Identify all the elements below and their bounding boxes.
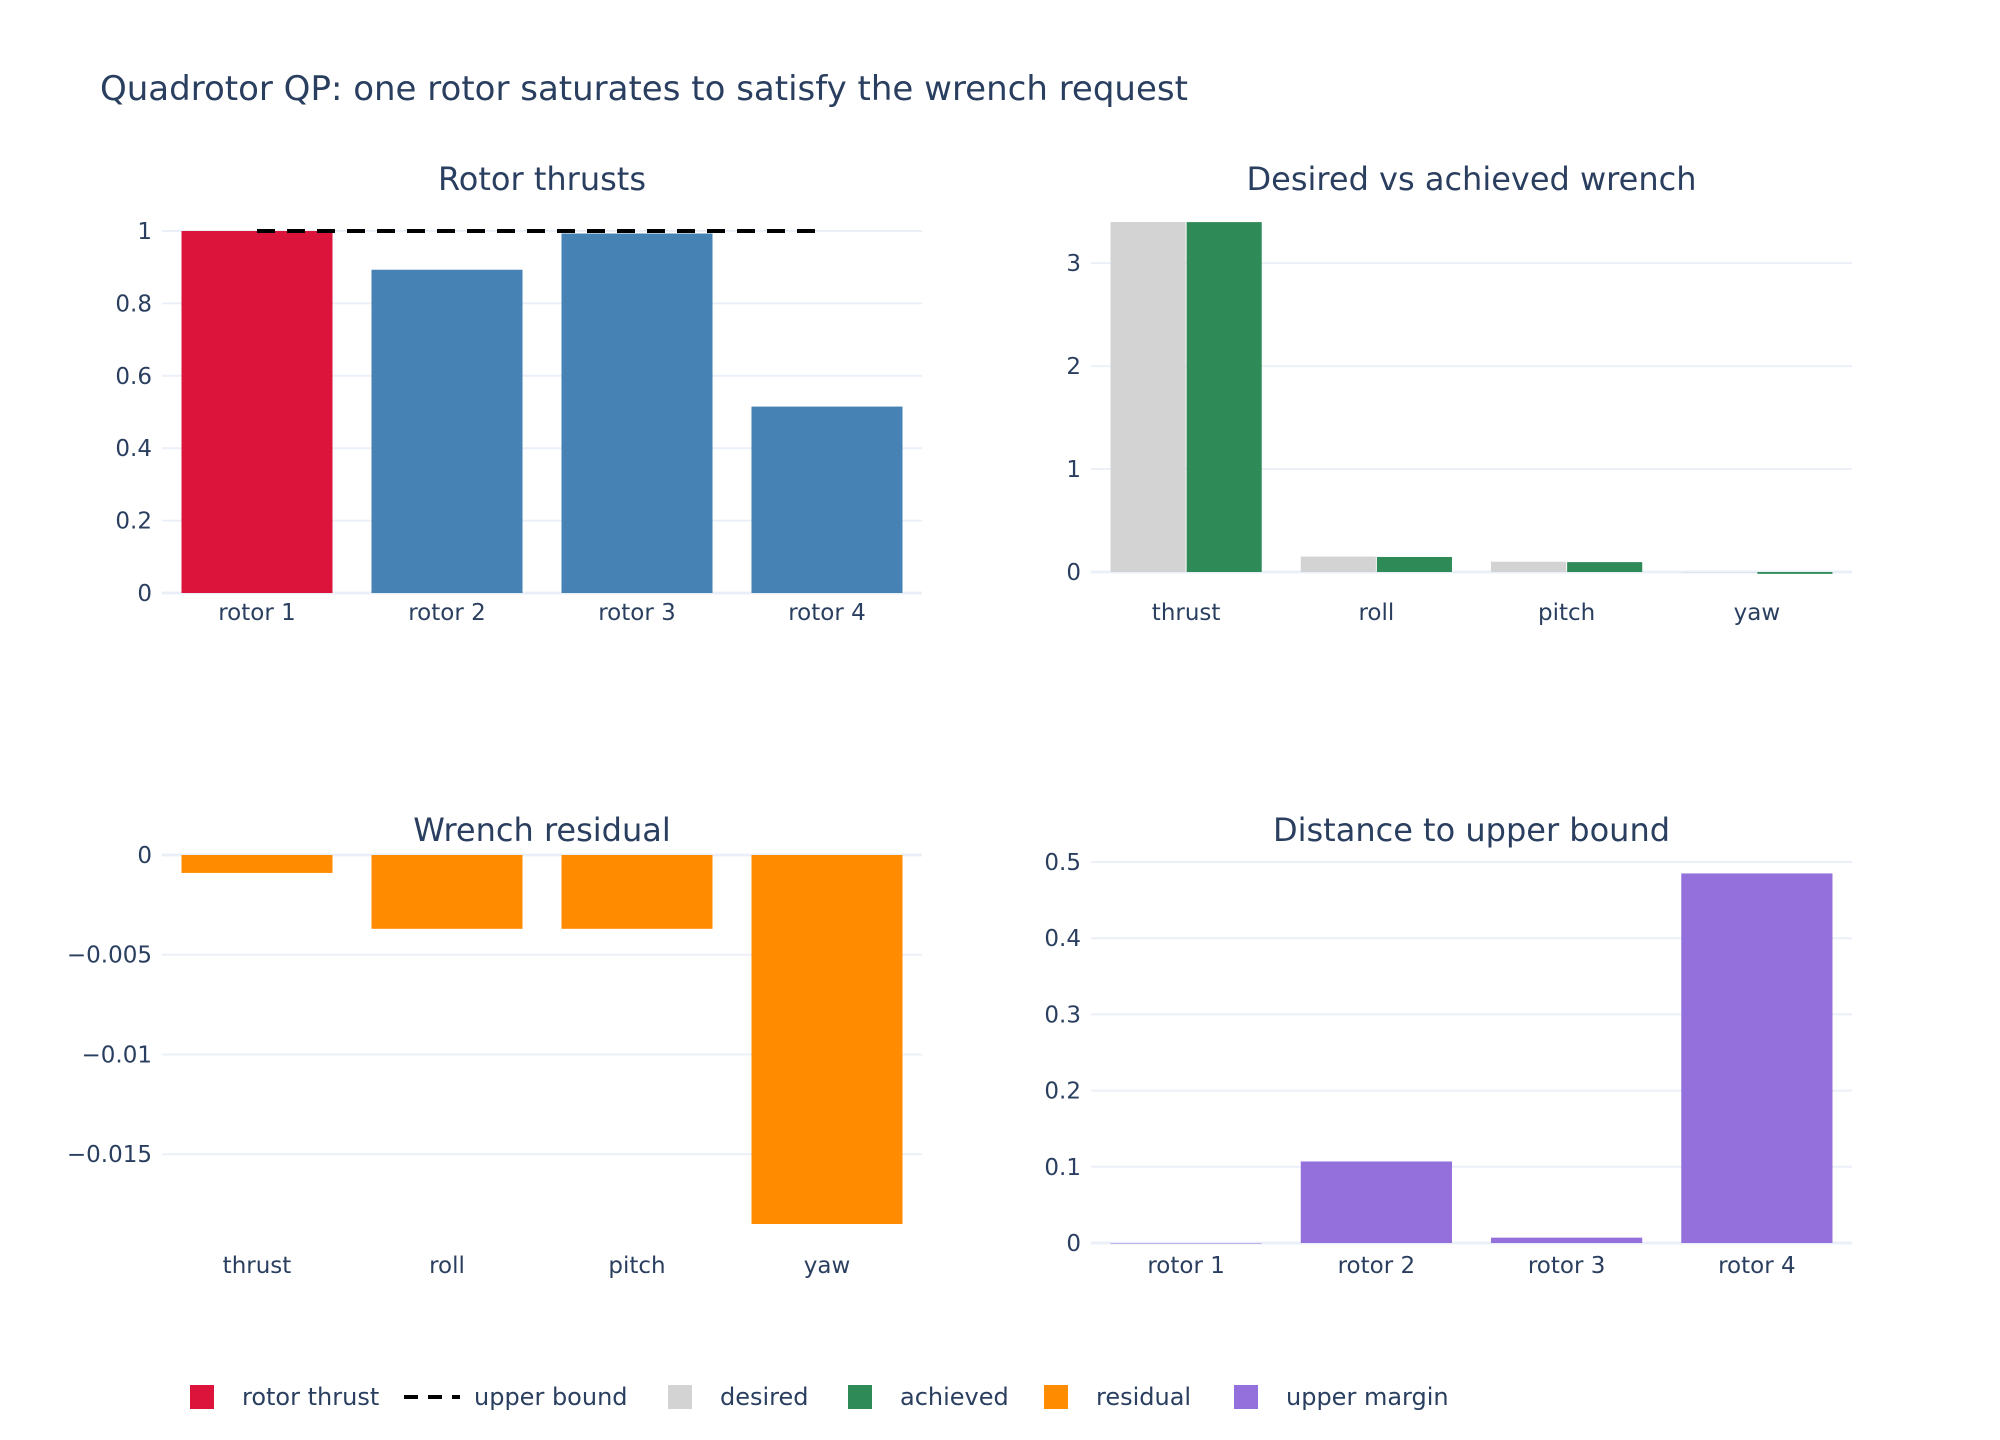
bar-upper-margin-rotor-2 [1300,1161,1452,1243]
y-tick-label: 0.4 [115,436,152,462]
legend-swatch [1234,1385,1258,1409]
x-tick-label: rotor 1 [1147,1253,1225,1279]
y-tick-label: 0 [1066,1231,1081,1257]
bar-residual-yaw [751,855,903,1224]
legend-label: achieved [900,1383,1009,1411]
y-tick-label: 0.4 [1044,926,1081,952]
x-tick-label: rotor 2 [408,600,486,626]
legend-label: desired [720,1383,809,1411]
legend-label: upper margin [1286,1383,1449,1411]
legend-item-achieved[interactable]: achieved [848,1383,1009,1411]
chart-title: Quadrotor QP: one rotor saturates to sat… [100,69,1188,109]
subplot-4: Distance to upper bound 0 0.1 0.2 0.3 0.4 0.5 r… [1044,811,1852,1279]
bar-desired-yaw [1681,572,1757,573]
subplot-2: Desired vs achieved wrench 0 1 2 3 thrust roll… [1066,160,1852,626]
y-tick-label: 1 [137,219,152,245]
y-tick-label: 2 [1066,354,1081,380]
x-tick-label: pitch [608,1253,665,1279]
y-tick-label: 0 [1066,560,1081,586]
y-tick-label: 1 [1066,457,1081,483]
x-tick-label: rotor 4 [1718,1253,1796,1279]
y-tick-label: 0.1 [1044,1155,1081,1181]
x-tick-label: roll [1358,600,1394,626]
subplot-grid: Rotor thrusts 0 0.2 0.4 0.6 0.8 1 rotor 1 rotor … [67,160,1852,1279]
y-tick-label: 0.6 [115,364,152,390]
bar-residual-roll [371,855,523,929]
legend-item-residual[interactable]: residual [1044,1383,1191,1411]
bar-rotor-thrust-rotor-4 [751,406,903,593]
x-tick-label: thrust [223,1253,292,1279]
x-tick-label: pitch [1538,600,1595,626]
y-tick-label: 0.5 [1044,850,1081,876]
subplot-title: Wrench residual [413,811,670,849]
subplot-1: Rotor thrusts 0 0.2 0.4 0.6 0.8 1 rotor 1 rotor … [115,160,922,626]
legend-item-upper-bound[interactable]: upper bound [404,1383,628,1411]
legend-swatch [668,1385,692,1409]
legend-item-rotor-thrust[interactable]: rotor thrust [190,1383,379,1411]
bar-residual-pitch [561,855,713,929]
bar-rotor-thrust-rotor-3 [561,233,713,593]
subplot-3: Wrench residual 0 −0.005 −0.01 −0.015 thrust r… [67,811,922,1279]
legend-swatch [848,1385,872,1409]
legend-item-upper-margin[interactable]: upper margin [1234,1383,1449,1411]
x-tick-label: rotor 1 [218,600,296,626]
subplot-title: Desired vs achieved wrench [1247,160,1697,198]
y-tick-label: 0.2 [115,509,152,535]
y-tick-label: 0.2 [1044,1079,1081,1105]
legend-label: upper bound [474,1383,628,1411]
legend-label: rotor thrust [242,1383,379,1411]
legend-swatch [190,1385,214,1409]
bar-achieved-roll [1376,556,1452,572]
y-tick-label: 0.3 [1044,1002,1081,1028]
bar-upper-margin-rotor-1 [1110,1243,1262,1244]
subplot-title: Distance to upper bound [1273,811,1670,849]
y-tick-label: −0.005 [67,943,152,969]
legend-label: residual [1096,1383,1191,1411]
bar-desired-thrust [1110,222,1186,572]
bar-residual-thrust [181,855,333,873]
y-tick-label: −0.01 [82,1042,152,1068]
bar-upper-margin-rotor-4 [1681,873,1833,1243]
y-tick-label: 0 [137,843,152,869]
x-tick-label: yaw [1734,600,1781,626]
bar-achieved-yaw [1757,572,1833,574]
y-tick-label: −0.015 [67,1142,152,1168]
bar-achieved-thrust [1186,222,1262,572]
x-tick-label: yaw [804,1253,851,1279]
bar-upper-margin-rotor-3 [1491,1237,1643,1243]
legend-item-desired[interactable]: desired [668,1383,809,1411]
bar-rotor-thrust-rotor-1 [181,231,333,593]
bar-desired-roll [1300,556,1376,572]
y-tick-label: 0 [137,581,152,607]
x-tick-label: rotor 4 [788,600,866,626]
x-tick-label: thrust [1152,600,1221,626]
bar-rotor-thrust-rotor-2 [371,269,523,593]
x-tick-label: rotor 3 [598,600,676,626]
subplot-title: Rotor thrusts [438,160,646,198]
x-tick-label: rotor 3 [1528,1253,1606,1279]
x-tick-label: roll [429,1253,465,1279]
y-tick-label: 3 [1066,251,1081,277]
bar-desired-pitch [1491,561,1567,572]
x-tick-label: rotor 2 [1338,1253,1416,1279]
y-tick-label: 0.8 [115,291,152,317]
bar-achieved-pitch [1567,562,1643,572]
legend: rotor thrust upper bound desired achieved re… [190,1383,1449,1411]
legend-swatch [1044,1385,1068,1409]
